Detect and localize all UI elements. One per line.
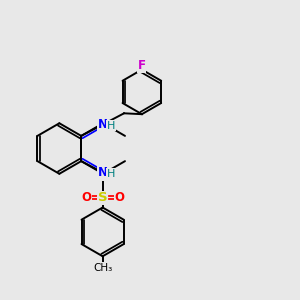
Text: H: H <box>107 121 115 131</box>
Text: CH₃: CH₃ <box>93 262 112 273</box>
Text: N: N <box>98 117 108 130</box>
Text: O: O <box>81 191 91 204</box>
Text: F: F <box>138 59 146 72</box>
Text: S: S <box>98 191 107 204</box>
Text: N: N <box>98 167 108 180</box>
Text: N: N <box>98 118 108 131</box>
Text: O: O <box>114 191 124 204</box>
Text: H: H <box>107 169 115 178</box>
Text: N: N <box>98 166 108 179</box>
